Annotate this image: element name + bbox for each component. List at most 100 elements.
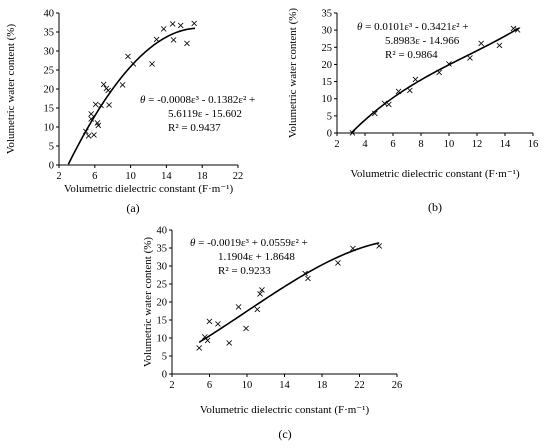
y-tick-label: 5 [49, 142, 54, 153]
y-tick-label: 30 [157, 262, 168, 273]
x-tick-label: 18 [197, 171, 208, 182]
y-axis-title: Volumetric water content (%) [142, 237, 154, 368]
x-tick-label: 14 [279, 380, 290, 391]
data-point: × [169, 35, 177, 46]
x-tick-label: 26 [392, 380, 403, 391]
data-point: × [87, 114, 95, 125]
y-tick-label: 20 [157, 298, 168, 309]
y-tick-label: 0 [327, 129, 332, 140]
y-axis-title: Volumetric water content (%) [287, 8, 299, 139]
data-point: × [129, 59, 137, 70]
data-point: × [256, 289, 264, 300]
y-tick-label: 25 [322, 43, 333, 54]
y-axis-title: Volumetric water content (%) [5, 24, 17, 155]
fit-curve [67, 27, 196, 165]
fit-equation-line: θ = 0.0101ε³ - 0.3421ε² + [357, 21, 469, 33]
data-point: × [84, 131, 92, 142]
data-point: × [258, 285, 266, 296]
data-point: × [105, 100, 113, 111]
x-tick-label: 10 [242, 380, 253, 391]
data-point: × [445, 59, 453, 70]
x-axis-title: Volumetric dielectric constant (F·m⁻¹) [64, 183, 234, 195]
fit-equation-line: θ = -0.0008ε³ - 0.1382ε² + [140, 94, 255, 106]
data-point: × [93, 118, 101, 129]
data-point: × [94, 121, 102, 132]
y-tick-label: 20 [322, 60, 333, 71]
data-point: × [477, 38, 485, 49]
data-point: × [225, 338, 233, 349]
data-point: × [205, 317, 213, 328]
data-point: × [406, 85, 414, 96]
x-tick-label: 2 [334, 139, 339, 150]
y-tick-label: 5 [162, 352, 167, 363]
fit-curve [350, 27, 520, 134]
r-squared-label: R² = 0.9233 [218, 265, 271, 277]
y-tick-label: 30 [322, 26, 333, 37]
data-point: × [177, 21, 185, 32]
y-tick-label: 15 [157, 316, 168, 327]
data-point: × [203, 335, 211, 346]
y-tick-label: 35 [157, 244, 168, 255]
data-point: × [97, 100, 105, 111]
y-tick-label: 15 [322, 77, 333, 88]
chart-panel-2: 0 5 10 15 20 25 30 35 2 4 6 8 10 12 14 16 Volumetric die… [287, 8, 538, 214]
x-tick-label: 22 [354, 380, 365, 391]
fit-equation-line: 1.1904ε + 1.8648 [218, 251, 295, 263]
data-point: × [411, 74, 419, 85]
x-axis-title: Volumetric dielectric constant (F·m⁻¹) [200, 404, 370, 416]
data-point: × [385, 99, 393, 110]
y-tick-label: 25 [157, 280, 168, 291]
data-point: × [242, 323, 250, 334]
y-tick-label: 30 [44, 47, 55, 58]
data-point: × [100, 80, 108, 91]
data-point: × [82, 126, 90, 137]
x-tick-label: 2 [169, 380, 174, 391]
data-point: × [195, 343, 203, 354]
x-tick-label: 10 [444, 139, 455, 150]
y-tick-label: 35 [322, 9, 333, 20]
x-axis-title: Volumetric dielectric constant (F·m⁻¹) [350, 168, 520, 180]
y-tick-label: 35 [44, 28, 55, 39]
data-point: × [90, 130, 98, 141]
x-tick-label: 6 [390, 139, 395, 150]
data-point: × [304, 273, 312, 284]
y-tick-label: 0 [49, 161, 54, 172]
data-point: × [118, 80, 126, 91]
data-point: × [214, 319, 222, 330]
x-tick-label: 6 [92, 171, 97, 182]
x-tick-label: 16 [528, 139, 539, 150]
x-tick-label: 22 [233, 171, 244, 182]
data-point: × [168, 19, 176, 30]
r-squared-label: R² = 0.9437 [168, 122, 221, 134]
x-tick-label: 14 [161, 171, 172, 182]
y-tick-label: 15 [44, 104, 55, 115]
fit-equation-line: 5.6119ε - 15.602 [168, 108, 242, 120]
data-point: × [334, 258, 342, 269]
data-point: × [148, 59, 156, 70]
data-point: × [152, 35, 160, 46]
r-squared-label: R² = 0.9864 [385, 49, 438, 61]
data-point: × [91, 100, 99, 111]
data-point: × [301, 269, 309, 280]
y-tick-label: 10 [157, 334, 168, 345]
data-point: × [466, 53, 474, 64]
data-point: × [253, 304, 261, 315]
panel-label: (b) [428, 200, 442, 214]
data-point: × [513, 25, 521, 36]
data-point: × [394, 87, 402, 98]
x-tick-label: 6 [207, 380, 212, 391]
y-tick-label: 25 [44, 66, 55, 77]
data-point: × [124, 51, 132, 62]
data-point: × [234, 302, 242, 313]
data-point: × [102, 84, 110, 95]
x-tick-label: 12 [472, 139, 483, 150]
x-tick-label: 18 [317, 380, 328, 391]
panel-label: (c) [278, 427, 291, 441]
y-tick-label: 10 [44, 123, 55, 134]
x-tick-label: 8 [418, 139, 423, 150]
data-point: × [87, 109, 95, 120]
y-tick-label: 10 [322, 94, 333, 105]
y-tick-label: 5 [327, 111, 332, 122]
